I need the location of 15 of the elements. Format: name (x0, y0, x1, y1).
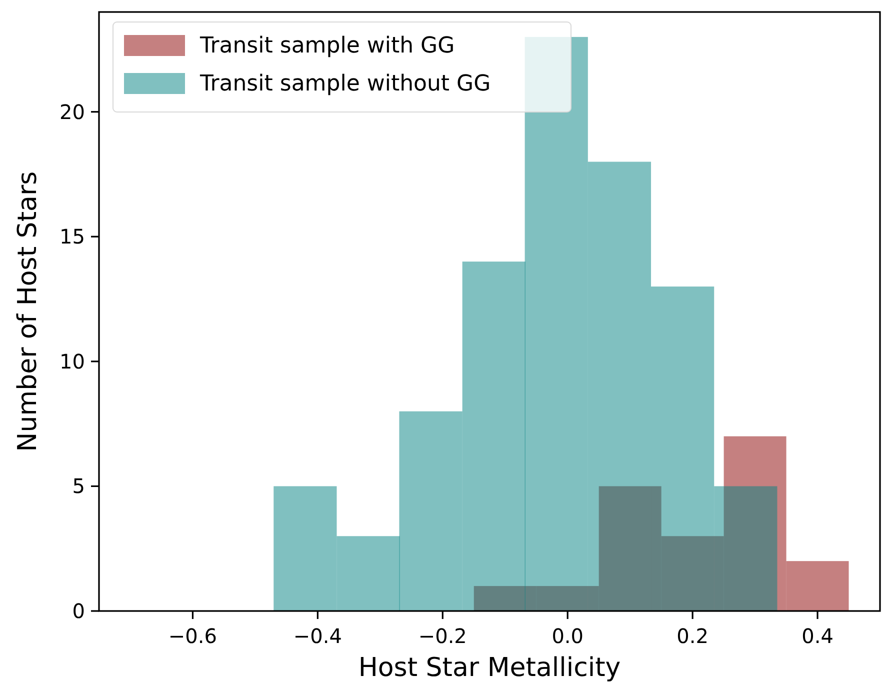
x-tick-label: −0.4 (293, 624, 342, 648)
x-tick-label: −0.6 (168, 624, 218, 648)
x-tick-label: 0.0 (552, 624, 584, 648)
x-tick-label: −0.2 (418, 624, 467, 648)
x-tick-label: 0.4 (802, 624, 834, 648)
y-axis-title: Number of Host Stars (13, 171, 43, 452)
legend-label: Transit sample with GG (199, 34, 455, 59)
x-tick-label: 0.2 (676, 624, 708, 648)
x-axis-title: Host Star Metallicity (358, 653, 621, 683)
y-tick-label: 10 (60, 349, 85, 374)
y-tick-label: 20 (60, 100, 85, 124)
y-tick-label: 15 (60, 224, 85, 249)
y-tick-label: 5 (72, 474, 85, 498)
y-tick-label: 0 (72, 599, 85, 623)
legend-label: Transit sample without GG (199, 72, 491, 97)
